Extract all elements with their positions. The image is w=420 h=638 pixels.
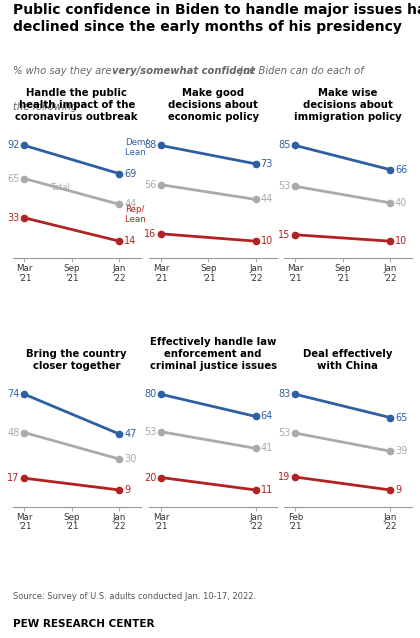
Text: 88: 88 bbox=[144, 140, 156, 151]
Text: 65: 65 bbox=[7, 174, 20, 184]
Title: Make good
decisions about
economic policy: Make good decisions about economic polic… bbox=[168, 88, 259, 122]
Text: Public confidence in Biden to handle major issues has
declined since the early m: Public confidence in Biden to handle maj… bbox=[13, 3, 420, 34]
Title: Make wise
decisions about
immigration policy: Make wise decisions about immigration po… bbox=[294, 88, 402, 122]
Text: 20: 20 bbox=[144, 473, 156, 482]
Text: 48: 48 bbox=[8, 427, 20, 438]
Text: 65: 65 bbox=[395, 413, 407, 422]
Text: 14: 14 bbox=[124, 236, 136, 246]
Text: 73: 73 bbox=[260, 159, 273, 169]
Text: 17: 17 bbox=[7, 473, 20, 483]
Text: 92: 92 bbox=[7, 140, 20, 151]
Title: Handle the public
health impact of the
coronavirus outbreak: Handle the public health impact of the c… bbox=[16, 88, 138, 122]
Text: 39: 39 bbox=[395, 446, 407, 456]
Text: Rep/
Lean Rep: Rep/ Lean Rep bbox=[125, 205, 165, 224]
Text: 16: 16 bbox=[144, 229, 156, 239]
Text: PEW RESEARCH CENTER: PEW RESEARCH CENTER bbox=[13, 619, 154, 628]
Text: 30: 30 bbox=[124, 454, 136, 464]
Text: 53: 53 bbox=[278, 428, 291, 438]
Text: 41: 41 bbox=[260, 443, 273, 454]
Text: 56: 56 bbox=[144, 180, 156, 189]
Text: 19: 19 bbox=[278, 472, 291, 482]
Text: 10: 10 bbox=[260, 236, 273, 246]
Text: 44: 44 bbox=[260, 195, 273, 204]
Text: 33: 33 bbox=[8, 213, 20, 223]
Text: 85: 85 bbox=[278, 140, 291, 151]
Title: Deal effectively
with China: Deal effectively with China bbox=[303, 349, 392, 371]
Text: 11: 11 bbox=[260, 485, 273, 495]
Text: 9: 9 bbox=[124, 485, 130, 495]
Text: 15: 15 bbox=[278, 230, 291, 240]
Text: 69: 69 bbox=[124, 168, 136, 179]
Text: 40: 40 bbox=[395, 198, 407, 208]
Text: % who say they are: % who say they are bbox=[13, 66, 114, 75]
Text: 66: 66 bbox=[395, 165, 407, 175]
Text: very/somewhat confident: very/somewhat confident bbox=[113, 66, 255, 75]
Text: 10: 10 bbox=[395, 236, 407, 246]
Text: 64: 64 bbox=[260, 412, 273, 422]
Title: Effectively handle law
enforcement and
criminal justice issues: Effectively handle law enforcement and c… bbox=[150, 337, 277, 371]
Text: 53: 53 bbox=[144, 427, 156, 437]
Text: 47: 47 bbox=[124, 429, 136, 439]
Text: 44: 44 bbox=[124, 199, 136, 209]
Text: 80: 80 bbox=[144, 389, 156, 399]
Text: 83: 83 bbox=[278, 389, 291, 399]
Text: the following: the following bbox=[13, 103, 77, 112]
Title: Bring the country
closer together: Bring the country closer together bbox=[26, 349, 127, 371]
Text: Joe Biden can do each of: Joe Biden can do each of bbox=[237, 66, 363, 75]
Text: 74: 74 bbox=[7, 389, 20, 399]
Text: Source: Survey of U.S. adults conducted Jan. 10-17, 2022.: Source: Survey of U.S. adults conducted … bbox=[13, 592, 256, 601]
Text: 9: 9 bbox=[395, 485, 401, 495]
Text: Total: Total bbox=[50, 183, 71, 193]
Text: 53: 53 bbox=[278, 181, 291, 191]
Text: Dem/
Lean Dem: Dem/ Lean Dem bbox=[125, 137, 169, 156]
